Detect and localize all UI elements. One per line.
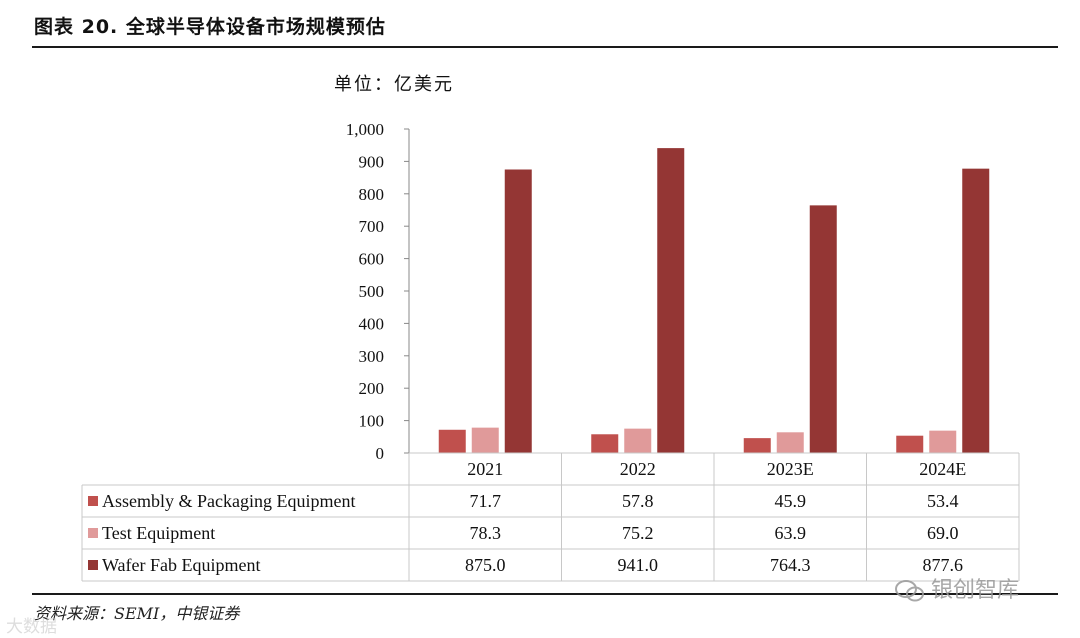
y-tick-label: 700 [359, 217, 385, 236]
data-table: 2021 2022 2023E 2024E Assembly & Packaging E… [81, 452, 1020, 582]
y-tick-label: 300 [359, 347, 385, 366]
bar [776, 432, 804, 453]
bar [591, 434, 619, 453]
wechat-icon [895, 580, 924, 602]
y-axis: 0 100 200 300 400 500 600 700 800 900 1,000 [346, 120, 410, 463]
data-label: 57.8 [622, 491, 654, 511]
data-label: 941.0 [618, 555, 659, 575]
x-category-label: 2022 [620, 459, 656, 479]
bar [962, 168, 990, 453]
x-category-label: 2021 [467, 459, 503, 479]
unit-label: 单位：亿美元 [334, 74, 454, 95]
x-category-label: 2024E [919, 459, 966, 479]
legend-swatch [88, 528, 98, 538]
legend-label: Wafer Fab Equipment [102, 555, 261, 575]
x-category-label: 2023E [767, 459, 814, 479]
bar [504, 169, 532, 453]
watermark-text: 银创智库 [931, 578, 1020, 603]
figure-title: 图表 20. 全球半导体设备市场规模预估 [34, 16, 386, 38]
bars [438, 148, 990, 453]
bar [624, 428, 652, 453]
data-label: 877.6 [923, 555, 964, 575]
bar [809, 205, 837, 453]
data-label: 71.7 [470, 491, 502, 511]
data-label: 875.0 [465, 555, 506, 575]
data-label: 69.0 [927, 523, 959, 543]
y-tick-label: 800 [359, 185, 385, 204]
bottom-rule [32, 593, 1058, 595]
bar [896, 435, 924, 453]
data-label: 45.9 [775, 491, 807, 511]
data-label: 63.9 [775, 523, 807, 543]
y-tick-label: 100 [359, 412, 385, 431]
y-tick-label: 400 [359, 314, 385, 333]
y-tick-label: 200 [359, 379, 385, 398]
y-tick-label: 0 [376, 444, 385, 463]
y-tick-label: 600 [359, 250, 385, 269]
legend-label: Test Equipment [102, 523, 215, 543]
legend-swatch [88, 496, 98, 506]
y-tick-label: 900 [359, 152, 385, 171]
y-tick-label: 1,000 [346, 120, 384, 139]
legend-swatch [88, 560, 98, 570]
watermark-secondary: 大数据 [6, 617, 57, 637]
legend-label: Assembly & Packaging Equipment [102, 491, 355, 511]
data-label: 53.4 [927, 491, 959, 511]
data-label: 78.3 [470, 523, 502, 543]
bar [929, 430, 957, 453]
data-label: 75.2 [622, 523, 654, 543]
source-note: 资料来源：SEMI，中银证券 [34, 604, 240, 623]
bar [438, 429, 466, 453]
bar [471, 427, 499, 453]
data-label: 764.3 [770, 555, 811, 575]
top-rule [32, 46, 1058, 48]
y-tick-label: 500 [359, 282, 385, 301]
bar [743, 438, 771, 453]
watermark: 银创智库 [895, 572, 1019, 604]
bar [657, 148, 685, 453]
